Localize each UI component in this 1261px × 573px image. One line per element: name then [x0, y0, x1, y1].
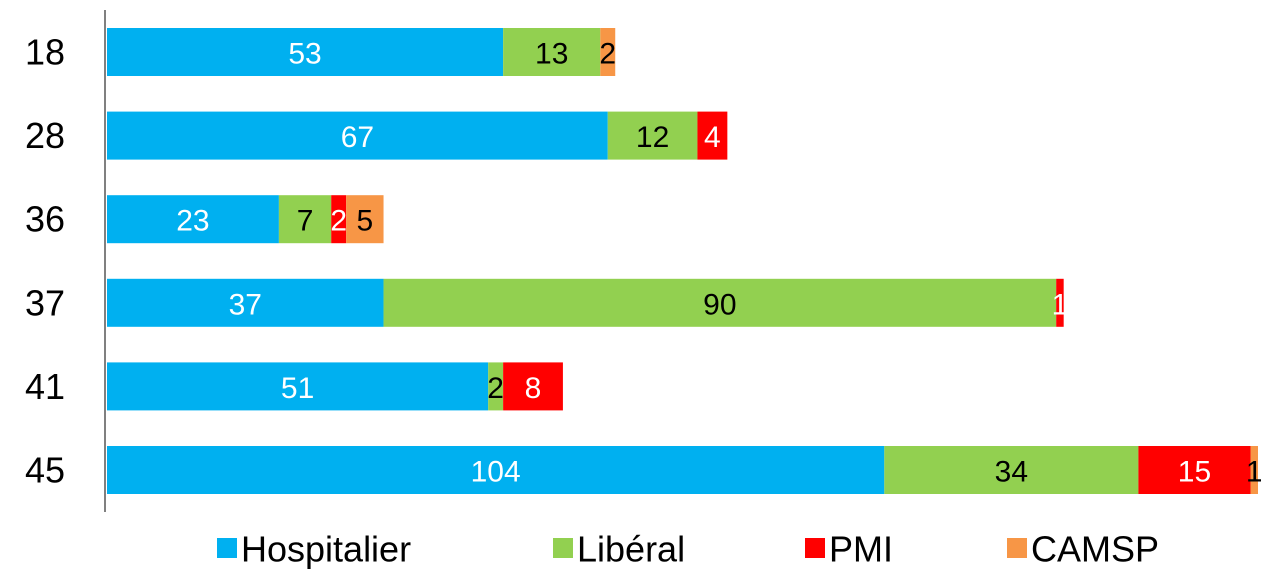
bar-segment: [346, 195, 384, 244]
bar-segment: [503, 28, 601, 76]
data-label: 2: [330, 205, 347, 238]
y-tick-label: 18: [25, 32, 65, 73]
data-label: 5: [357, 205, 374, 238]
bar-segment: [107, 446, 885, 494]
data-label: 1: [1052, 288, 1069, 321]
legend-label: CAMSP: [1031, 529, 1159, 570]
legend-label: Hospitalier: [241, 529, 411, 570]
bar-segment: [383, 278, 1057, 327]
y-tick-label: 45: [25, 450, 65, 491]
bar-segment: [107, 278, 384, 327]
bar-segment: [600, 28, 616, 76]
y-tick-label: 28: [25, 115, 65, 156]
legend-swatch: [217, 538, 237, 558]
y-tick-label: 36: [25, 199, 65, 240]
y-tick-label: 41: [25, 366, 65, 407]
bar-segment: [1056, 278, 1064, 327]
data-label: 23: [176, 205, 209, 238]
y-tick-label: 37: [25, 282, 65, 323]
data-label: 13: [535, 38, 568, 71]
data-label: 8: [525, 372, 542, 405]
legend-swatch: [1007, 538, 1027, 558]
bar-segment: [331, 195, 347, 244]
data-label: 15: [1178, 456, 1211, 489]
data-label: 90: [703, 288, 736, 321]
legend-swatch: [805, 538, 825, 558]
data-label: 51: [281, 372, 314, 405]
bar-segment: [697, 111, 728, 160]
bar-segment: [107, 362, 489, 411]
data-label: 34: [995, 456, 1028, 489]
bar-segment: [1250, 446, 1258, 494]
bar-segment: [278, 195, 332, 244]
bar-segment: [107, 111, 608, 160]
data-label: 67: [341, 121, 374, 154]
bar-segment: [607, 111, 698, 160]
data-label: 1: [1246, 456, 1261, 489]
legend-label: PMI: [829, 529, 893, 570]
data-label: 2: [487, 372, 504, 405]
data-label: 12: [636, 121, 669, 154]
legend-label: Libéral: [577, 529, 685, 570]
bar-segment: [107, 28, 504, 76]
bar-segment: [884, 446, 1139, 494]
data-label: 4: [704, 121, 721, 154]
data-label: 37: [229, 288, 262, 321]
data-label: 2: [599, 38, 616, 71]
data-label: 7: [297, 205, 314, 238]
bar-segment: [488, 362, 504, 411]
bar-segment: [1138, 446, 1251, 494]
data-label: 53: [288, 38, 321, 71]
bar-segment: [107, 195, 279, 244]
data-label: 104: [471, 456, 521, 489]
bar-segment: [503, 362, 563, 411]
legend-swatch: [553, 538, 573, 558]
